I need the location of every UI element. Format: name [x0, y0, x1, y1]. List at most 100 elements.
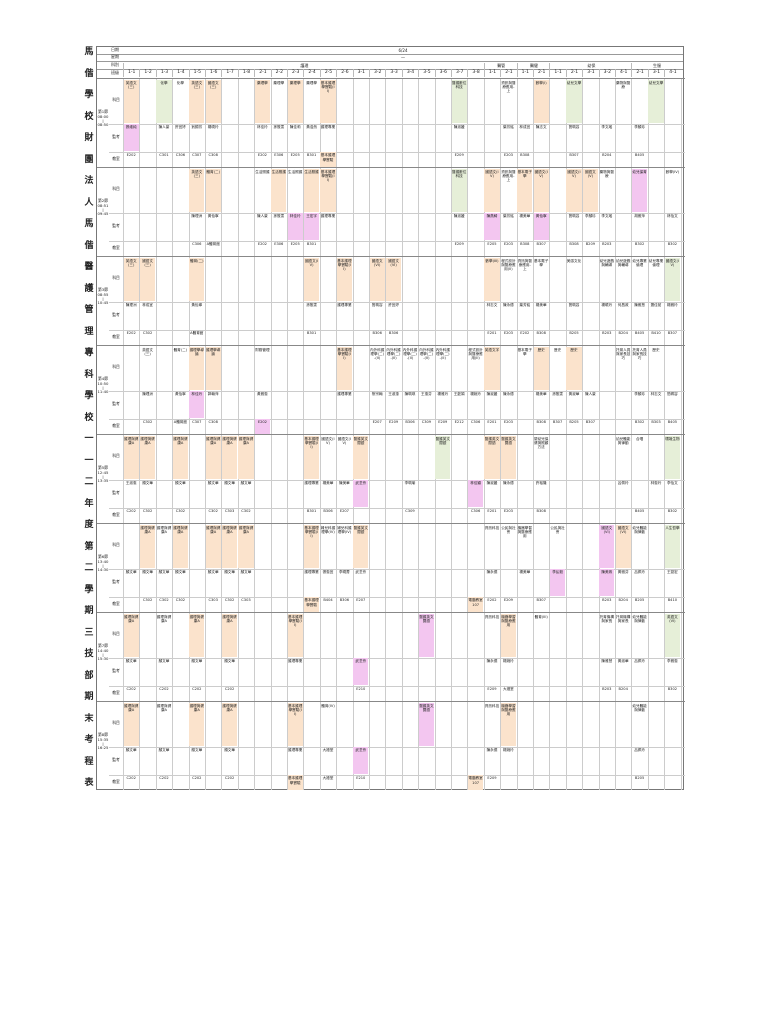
proctor-cell: 陳人豪 [584, 392, 596, 396]
column-divider [631, 257, 633, 345]
room-cell: B204 [618, 687, 628, 692]
room-cell: B303 [651, 420, 661, 425]
proctor-cell: 翁錦芳 [191, 125, 203, 129]
date-label: 日期 [111, 47, 119, 52]
column-divider [139, 702, 141, 790]
subject-cell: 幼兒體能與律動 [632, 703, 647, 712]
proctor-cell: 張惠宜 [322, 570, 334, 574]
column-divider [500, 168, 502, 256]
proctor-cell: 陳淑媛 [486, 481, 498, 485]
column-divider [155, 435, 157, 523]
room-cell: C202 [126, 687, 136, 692]
subject-cell: 幼兒體能與律動 [632, 614, 647, 623]
column-divider [172, 346, 174, 434]
column-divider [205, 435, 206, 523]
column-divider [467, 524, 469, 612]
column-divider [434, 435, 436, 523]
subject-cell: 資訊科技 [484, 703, 500, 708]
subject-cell: 幼兒遊戲與輔導 [616, 258, 631, 267]
column-divider [123, 702, 124, 790]
row-divider [109, 657, 685, 659]
room-cell: B301 [306, 242, 317, 247]
proctor-cell: 陳永德 [502, 481, 514, 485]
room-cell: A體育館 [206, 242, 220, 247]
column-divider [565, 346, 567, 434]
column-divider [287, 257, 288, 345]
proctor-cell: 許宜妤 [388, 303, 399, 307]
room-cell: E202 [257, 153, 267, 158]
column-divider [123, 435, 124, 523]
title-char: 人 [84, 197, 94, 208]
proctor-cell: 李弘毅 [549, 569, 566, 597]
proctor-cell: 林佳穎 [467, 480, 484, 508]
subject-cell: 國語文(三) [205, 79, 221, 123]
proctor-cell: 顏文華 [191, 659, 203, 663]
proctor-cell: 李怡文 [666, 481, 678, 485]
proctor-cell: 楊美華 [519, 214, 531, 218]
subject-cell: 體育(二) [205, 168, 221, 212]
column-divider [565, 257, 567, 345]
room-cell: E202 [126, 331, 136, 336]
column-divider [467, 79, 469, 167]
subject-cell: 護理與健康A [205, 435, 221, 479]
subject-cell: 醫護數位科技 [451, 79, 467, 123]
column-divider [336, 168, 338, 256]
column-divider [205, 168, 206, 256]
column-divider [139, 524, 141, 612]
column-divider [549, 702, 551, 790]
column-divider [188, 702, 190, 790]
title-char: 偕 [84, 68, 94, 79]
room-cell: E212 [454, 420, 464, 425]
title-char: 馬 [84, 47, 94, 57]
room-cell: C309 [405, 509, 415, 514]
subject-cell: 幼兒文學 [648, 79, 664, 123]
row-label-room: 教室 [112, 511, 120, 517]
room-cell: B306 [339, 598, 350, 603]
proctor-cell: 呂佩玲 [634, 570, 645, 574]
room-cell: C302 [241, 509, 251, 514]
column-divider [254, 702, 256, 790]
column-divider [483, 257, 485, 345]
subject-cell: 國語文(IV) [303, 257, 320, 301]
column-divider [533, 168, 534, 256]
proctor-cell: 許宜妤 [174, 125, 186, 129]
proctor-cell: 顏文華 [240, 481, 252, 485]
proctor-cell: 武芝伶 [353, 658, 369, 686]
subject-cell: 醫護英文閱讀 [500, 435, 517, 479]
room-cell: 基本護理學實驗 [320, 152, 336, 168]
proctor-cell: 楊美華 [535, 392, 547, 396]
room-cell: C303 [241, 598, 251, 603]
subject-cell: 機器學習與醫療應用 [517, 525, 532, 538]
proctor-cell: 顏文華 [125, 748, 137, 752]
column-divider [221, 257, 223, 345]
subject-cell: 人生哲學 [664, 524, 681, 568]
proctor-cell: 黃怡寧 [533, 213, 549, 241]
column-divider [598, 168, 600, 256]
subject-cell: 英語文(三) [189, 168, 205, 212]
subject-cell: 護理與健康A [221, 435, 238, 479]
title-char: 一 [84, 434, 94, 444]
room-cell: C302 [208, 509, 218, 514]
column-divider [155, 702, 157, 790]
title-char: 團 [84, 154, 94, 165]
column-divider [483, 346, 485, 434]
column-divider [680, 79, 682, 167]
column-divider [451, 524, 452, 612]
room-cell: C306 [175, 153, 186, 158]
subject-cell: 藥物與醫療 [599, 169, 614, 178]
period-label: 第6節 13:40 | 14:30 [97, 554, 109, 573]
column-divider [418, 79, 420, 167]
proctor-cell: 陳理洲 [191, 214, 203, 218]
proctor-cell: 李顏珍 [634, 392, 645, 396]
column-divider [319, 702, 321, 790]
subject-cell: 國語文(IV) [337, 436, 351, 445]
column-divider [155, 79, 157, 167]
column-divider [647, 257, 649, 345]
department-header: 護理 [123, 63, 485, 71]
room-cell: A體育館 [190, 331, 204, 336]
class-number: 2-3 [287, 69, 303, 77]
proctor-cell: 林惠玲 [650, 481, 662, 485]
title-char: 偕 [84, 240, 94, 251]
column-divider [434, 702, 436, 790]
room-cell: E205 [290, 242, 300, 247]
